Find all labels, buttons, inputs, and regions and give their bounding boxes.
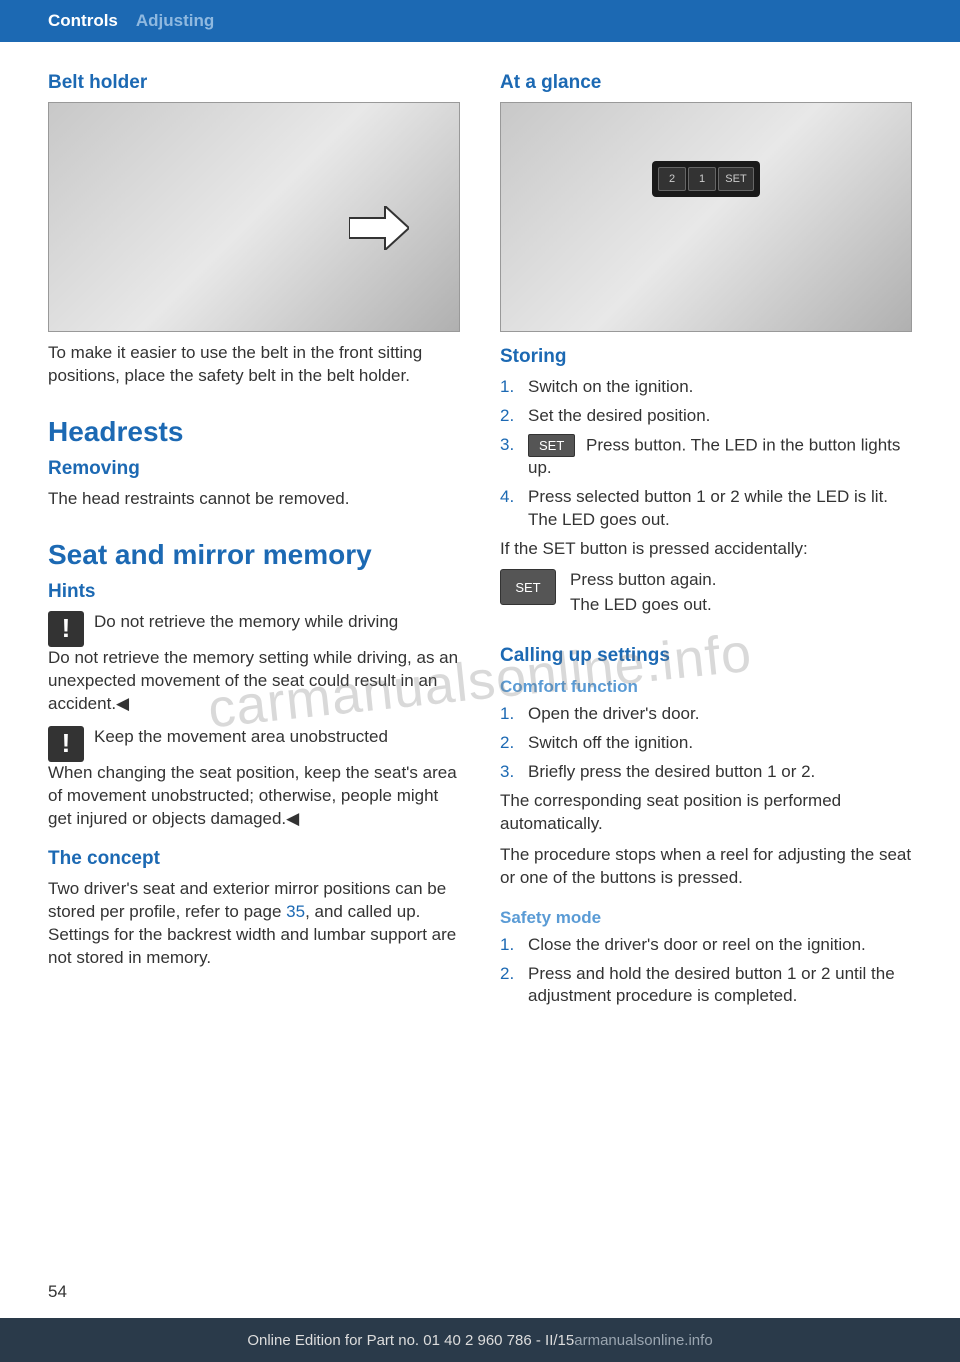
page-number: 54 bbox=[48, 1282, 67, 1302]
belt-holder-text: To make it easier to use the belt in the… bbox=[48, 342, 460, 388]
list-item: 2.Set the desired position. bbox=[500, 405, 912, 428]
belt-holder-image bbox=[48, 102, 460, 332]
list-item: 4.Press selected button 1 or 2 while the… bbox=[500, 486, 912, 532]
footer: Online Edition for Part no. 01 40 2 960 … bbox=[0, 1318, 960, 1362]
warning-1: ! Do not retrieve the memory while drivi… bbox=[48, 611, 460, 647]
list-item: 3.Briefly press the desired button 1 or … bbox=[500, 761, 912, 784]
arrow-icon bbox=[349, 206, 409, 250]
glance-title: At a glance bbox=[500, 72, 912, 94]
mem-btn-2: 2 bbox=[658, 167, 686, 191]
warn2-head: Keep the movement area unobstructed bbox=[94, 726, 460, 749]
headrests-title: Headrests bbox=[48, 416, 460, 448]
list-item: 2.Switch off the ignition. bbox=[500, 732, 912, 755]
comfort-list: 1.Open the driver's door. 2.Switch off t… bbox=[500, 703, 912, 784]
warn1-body: Do not retrieve the memory setting while… bbox=[48, 647, 460, 716]
glance-image: 2 1 SET bbox=[500, 102, 912, 332]
comfort-p2: The procedure stops when a reel for adju… bbox=[500, 844, 912, 890]
list-item: 3.SET Press button. The LED in the but­t… bbox=[500, 434, 912, 480]
belt-holder-title: Belt holder bbox=[48, 72, 460, 94]
header-section: Controls bbox=[48, 11, 118, 31]
accidental-text: If the SET button is pressed accidentall… bbox=[500, 538, 912, 561]
again2: The LED goes out. bbox=[570, 594, 912, 617]
page-header: Controls Adjusting bbox=[0, 0, 960, 42]
warning-icon: ! bbox=[48, 726, 84, 762]
mem-btn-1: 1 bbox=[688, 167, 716, 191]
removing-title: Removing bbox=[48, 458, 460, 480]
comfort-title: Comfort function bbox=[500, 677, 912, 697]
memory-buttons-overlay: 2 1 SET bbox=[652, 161, 760, 197]
set-again-row: SET Press button again. The LED goes out… bbox=[500, 569, 912, 623]
concept-text: Two driver's seat and exterior mirror po… bbox=[48, 878, 460, 970]
list-item: 1.Switch on the ignition. bbox=[500, 376, 912, 399]
list-item: 1.Close the driver's door or reel on the… bbox=[500, 934, 912, 957]
warning-2: ! Keep the movement area unobstructed bbox=[48, 726, 460, 762]
right-column: At a glance 2 1 SET Storing 1.Switch on … bbox=[500, 72, 912, 1014]
memory-title: Seat and mirror memory bbox=[48, 539, 460, 571]
safety-list: 1.Close the driver's door or reel on the… bbox=[500, 934, 912, 1009]
set-button-icon: SET bbox=[528, 434, 575, 458]
list-item: 1.Open the driver's door. bbox=[500, 703, 912, 726]
hints-title: Hints bbox=[48, 581, 460, 603]
storing-list: 1.Switch on the ignition. 2.Set the desi… bbox=[500, 376, 912, 532]
warn2-body: When changing the seat position, keep th… bbox=[48, 762, 460, 831]
left-column: Belt holder To make it easier to use the… bbox=[48, 72, 460, 1014]
comfort-p1: The corresponding seat position is perfo… bbox=[500, 790, 912, 836]
storing-title: Storing bbox=[500, 346, 912, 368]
safety-title: Safety mode bbox=[500, 908, 912, 928]
list-item: 2.Press and hold the desired button 1 or… bbox=[500, 963, 912, 1009]
footer-text: Online Edition for Part no. 01 40 2 960 … bbox=[0, 1332, 960, 1349]
concept-link[interactable]: 35 bbox=[286, 902, 305, 921]
calling-title: Calling up settings bbox=[500, 645, 912, 667]
removing-text: The head restraints cannot be removed. bbox=[48, 488, 460, 511]
warning-icon: ! bbox=[48, 611, 84, 647]
mem-btn-set: SET bbox=[718, 167, 754, 191]
header-subsection: Adjusting bbox=[136, 11, 214, 31]
set-button-icon: SET bbox=[500, 569, 556, 605]
content: Belt holder To make it easier to use the… bbox=[0, 42, 960, 1014]
again1: Press button again. bbox=[570, 569, 912, 592]
concept-title: The concept bbox=[48, 848, 460, 870]
warn1-head: Do not retrieve the memory while driving bbox=[94, 611, 460, 634]
